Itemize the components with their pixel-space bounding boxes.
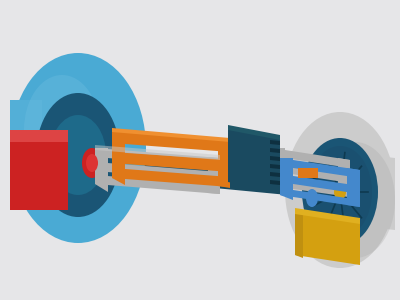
Polygon shape [218, 138, 230, 188]
Polygon shape [272, 148, 350, 168]
Ellipse shape [10, 53, 146, 243]
Polygon shape [95, 175, 220, 194]
Polygon shape [295, 208, 360, 224]
Polygon shape [270, 164, 280, 169]
Polygon shape [338, 158, 350, 197]
Polygon shape [295, 212, 303, 258]
Polygon shape [95, 148, 220, 167]
Polygon shape [95, 145, 220, 160]
Polygon shape [208, 157, 220, 194]
Ellipse shape [334, 184, 346, 200]
Ellipse shape [288, 132, 348, 218]
Ellipse shape [86, 154, 98, 172]
Polygon shape [228, 125, 280, 140]
Polygon shape [280, 158, 293, 200]
Polygon shape [270, 156, 280, 161]
Polygon shape [228, 128, 280, 192]
Ellipse shape [285, 112, 395, 268]
Polygon shape [10, 100, 42, 210]
Polygon shape [110, 148, 340, 190]
Polygon shape [368, 155, 395, 230]
Ellipse shape [50, 115, 106, 195]
Polygon shape [112, 128, 230, 142]
Polygon shape [347, 168, 360, 207]
Polygon shape [270, 180, 280, 185]
Polygon shape [272, 148, 285, 192]
Polygon shape [112, 130, 125, 185]
Polygon shape [112, 152, 230, 172]
Polygon shape [272, 163, 350, 183]
Polygon shape [10, 140, 68, 210]
Polygon shape [10, 130, 68, 142]
Polygon shape [95, 148, 108, 192]
Polygon shape [270, 140, 280, 145]
Ellipse shape [302, 138, 378, 246]
Ellipse shape [82, 148, 102, 178]
Ellipse shape [306, 189, 318, 207]
Polygon shape [270, 148, 280, 153]
Ellipse shape [315, 142, 395, 258]
Polygon shape [10, 100, 42, 145]
Polygon shape [112, 130, 230, 152]
Ellipse shape [36, 93, 120, 217]
Ellipse shape [308, 146, 372, 238]
Polygon shape [280, 158, 360, 178]
Polygon shape [110, 165, 340, 200]
Polygon shape [272, 178, 350, 197]
Polygon shape [280, 188, 360, 207]
Polygon shape [280, 174, 360, 194]
Ellipse shape [24, 75, 100, 185]
Polygon shape [95, 162, 220, 181]
Bar [298, 168, 318, 178]
Polygon shape [270, 172, 280, 177]
Polygon shape [112, 168, 230, 187]
Polygon shape [295, 212, 360, 265]
